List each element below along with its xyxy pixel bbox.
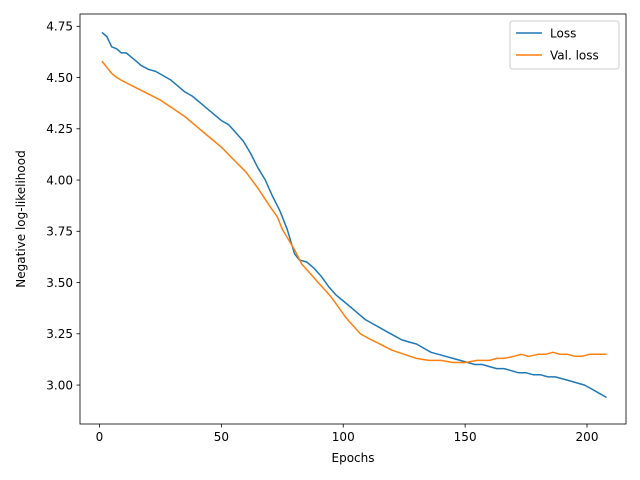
x-tick-label: 50 bbox=[214, 430, 229, 444]
y-tick-label: 3.50 bbox=[46, 276, 73, 290]
x-tick-label: 150 bbox=[454, 430, 477, 444]
plot-series bbox=[101, 31, 607, 399]
y-axis-ticks: 3.00 3.25 3.50 3.75 4.00 4.25 4.50 4.75 bbox=[46, 20, 80, 392]
y-tick-label: 4.50 bbox=[46, 71, 73, 85]
x-axis-label: Epochs bbox=[332, 451, 375, 465]
legend-label: Loss bbox=[550, 27, 576, 41]
series-line-0 bbox=[101, 31, 607, 399]
x-tick-label: 200 bbox=[576, 430, 599, 444]
x-tick-label: 100 bbox=[332, 430, 355, 444]
y-tick-label: 4.75 bbox=[46, 20, 73, 34]
x-tick-label: 0 bbox=[96, 430, 104, 444]
plot-frame bbox=[79, 13, 627, 425]
y-tick-label: 3.00 bbox=[46, 378, 73, 392]
series-line-1 bbox=[101, 60, 607, 364]
y-tick-label: 3.75 bbox=[46, 225, 73, 239]
y-tick-label: 3.25 bbox=[46, 327, 73, 341]
legend-label: Val. loss bbox=[550, 49, 599, 63]
y-axis-label: Negative log-likelihood bbox=[14, 150, 28, 287]
legend: Loss Val. loss bbox=[509, 20, 620, 70]
y-tick-label: 4.00 bbox=[46, 173, 73, 187]
x-axis-ticks: 0 50 100 150 200 bbox=[96, 424, 599, 444]
y-tick-label: 4.25 bbox=[46, 122, 73, 136]
